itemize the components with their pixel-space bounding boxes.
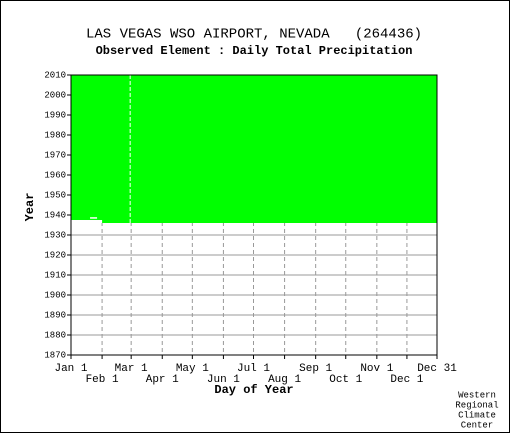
y-tick-label: 1980: [44, 130, 66, 140]
y-tick-label: 2000: [44, 90, 66, 100]
data-coverage: [71, 75, 437, 223]
credit: Regional: [455, 400, 498, 410]
y-tick-label: 1900: [44, 290, 66, 300]
y-tick-label: 1910: [44, 270, 66, 280]
x-tick-label: Nov 1: [360, 363, 393, 375]
y-tick-label: 1920: [44, 250, 66, 260]
y-tick-label: 1940: [44, 210, 66, 220]
x-axis-label: Day of Year: [214, 383, 293, 397]
x-tick-label: Aug 1: [268, 374, 301, 386]
x-tick-label: Feb 1: [86, 374, 119, 386]
y-tick-label: 1950: [44, 190, 66, 200]
y-tick-label: 1970: [44, 150, 66, 160]
x-tick-label: Mar 1: [115, 363, 148, 375]
missing-data: [90, 217, 98, 219]
credit: Western: [458, 390, 496, 400]
chart-subtitle: Observed Element : Daily Total Precipita…: [96, 44, 413, 58]
y-tick-label: 1890: [44, 310, 66, 320]
y-axis-label: Year: [23, 193, 37, 222]
y-tick-label: 1960: [44, 170, 66, 180]
credit: Center: [461, 420, 493, 430]
x-tick-label: Jan 1: [54, 363, 87, 375]
x-tick-label: Jun 1: [207, 374, 240, 386]
x-tick-label: Dec 31: [417, 363, 457, 375]
y-tick-label: 1880: [44, 330, 66, 340]
x-tick-label: Apr 1: [146, 374, 179, 386]
missing-data: [71, 220, 103, 223]
x-tick-label: Jul 1: [237, 363, 270, 375]
x-tick-label: May 1: [176, 363, 209, 375]
chart-title: LAS VEGAS WSO AIRPORT, NEVADA (264436): [86, 27, 422, 43]
y-tick-label: 1930: [44, 230, 66, 240]
x-tick-label: Oct 1: [329, 374, 362, 386]
x-tick-label: Dec 1: [390, 374, 423, 386]
y-tick-label: 1990: [44, 110, 66, 120]
y-tick-label: 2010: [44, 70, 66, 80]
y-tick-label: 1870: [44, 350, 66, 360]
credit: Climate: [458, 410, 496, 420]
x-tick-label: Sep 1: [299, 363, 332, 375]
